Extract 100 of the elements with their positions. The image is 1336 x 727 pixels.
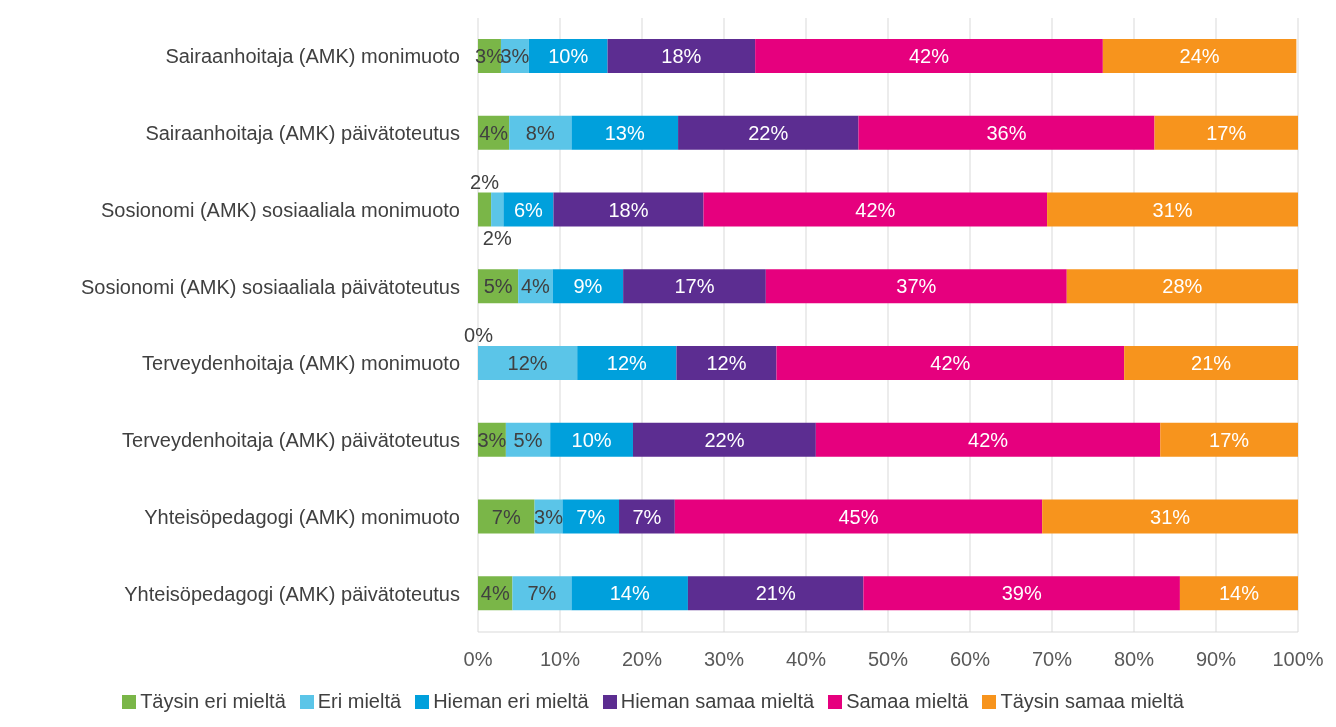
bar <box>619 499 675 534</box>
data-label: 4% <box>479 121 509 144</box>
data-label: 36% <box>986 121 1027 144</box>
bar <box>703 192 1048 227</box>
bar <box>571 576 688 611</box>
bar <box>552 269 624 304</box>
bar <box>1154 115 1298 150</box>
bar <box>1066 269 1298 304</box>
legend-label: Täysin eri mieltä <box>140 690 286 713</box>
data-label: 5% <box>513 428 543 451</box>
data-label: 14% <box>1218 582 1260 605</box>
data-label: 39% <box>1001 582 1042 605</box>
bar <box>577 346 677 380</box>
y-tick-label: Sosionomi (AMK) sosiaaliala päivätoteutus <box>80 275 460 298</box>
x-tick-label: 50% <box>867 648 909 671</box>
data-label: 45% <box>838 505 879 528</box>
bar <box>858 115 1155 150</box>
bar <box>678 115 859 150</box>
data-label: 4% <box>520 275 551 298</box>
data-label: 31% <box>1150 505 1191 528</box>
data-label: 17% <box>1206 121 1247 144</box>
data-label: 21% <box>1191 352 1232 374</box>
bar <box>1042 499 1298 534</box>
data-label: 21% <box>755 582 796 605</box>
x-tick-label: 90% <box>1195 648 1237 671</box>
data-label: 22% <box>748 121 789 144</box>
bar <box>478 499 535 534</box>
bar <box>755 39 1103 73</box>
y-tick-label: Sairaanhoitaja (AMK) monimuoto <box>165 45 460 68</box>
bar <box>478 192 492 227</box>
y-tick-label: Sairaanhoitaja (AMK) päivätoteutus <box>145 122 460 145</box>
bar <box>512 576 572 611</box>
y-tick-label: Sosionomi (AMK) sosiaaliala monimuoto <box>100 198 460 221</box>
data-label: 42% <box>930 352 971 374</box>
data-label: 3% <box>477 428 507 451</box>
bar <box>632 422 816 457</box>
data-label: 2% <box>482 226 512 249</box>
bar <box>562 499 620 534</box>
bar <box>623 269 766 304</box>
data-label: 22% <box>704 428 745 451</box>
y-tick-label: Yhteisöpedagogi (AMK) monimuoto <box>144 505 460 528</box>
data-label: 8% <box>525 121 555 144</box>
data-label: 14% <box>609 582 650 605</box>
data-label: 12% <box>706 352 747 374</box>
x-tick-label: 0% <box>463 648 493 671</box>
data-label: 3% <box>534 505 564 528</box>
data-label: 28% <box>1162 275 1203 298</box>
bar <box>491 192 504 227</box>
data-label: 2% <box>470 170 500 193</box>
bar <box>571 115 679 150</box>
data-label: 42% <box>855 198 896 221</box>
x-tick-label: 40% <box>785 648 827 671</box>
y-tick-label: Terveydenhoitaja (AMK) monimuoto <box>142 352 460 375</box>
legend-label: Samaa mieltä <box>846 690 969 713</box>
x-tick-label: 70% <box>1031 648 1073 671</box>
bar <box>765 269 1067 304</box>
bar <box>776 346 1125 380</box>
data-label: 18% <box>661 45 702 67</box>
data-label: 10% <box>548 45 589 67</box>
data-label: 17% <box>674 275 715 298</box>
x-tick-label: 10% <box>539 648 581 671</box>
bar <box>815 422 1161 457</box>
data-label: 0% <box>464 324 494 346</box>
bar <box>553 192 704 227</box>
data-label: 42% <box>968 428 1009 451</box>
data-label: 10% <box>571 428 612 451</box>
bar <box>478 346 578 380</box>
data-label: 7% <box>491 505 521 528</box>
x-tick-label: 80% <box>1113 648 1155 671</box>
data-label: 37% <box>896 275 937 298</box>
x-tick-label: 60% <box>949 648 991 671</box>
x-tick-label: 100% <box>1272 648 1324 671</box>
data-label: 4% <box>480 582 510 605</box>
y-tick-label: Yhteisöpedagogi (AMK) päivätoteutus <box>124 582 460 605</box>
bar <box>1102 39 1297 73</box>
bar <box>1047 192 1298 227</box>
bar <box>528 39 608 73</box>
data-label: 7% <box>632 505 662 528</box>
legend-label: Hieman samaa mieltä <box>620 690 815 713</box>
legend-label: Eri mieltä <box>317 690 402 713</box>
bar <box>550 422 633 457</box>
bar <box>1124 346 1298 380</box>
data-label: 18% <box>608 198 649 221</box>
data-label: 12% <box>507 352 548 374</box>
data-label: 6% <box>513 198 544 221</box>
y-tick-label: Terveydenhoitaja (AMK) päivätoteutus <box>122 429 460 452</box>
data-label: 5% <box>483 275 513 298</box>
bar <box>1179 576 1298 611</box>
data-label: 7% <box>527 582 557 605</box>
bar <box>676 346 777 380</box>
bar <box>1160 422 1298 457</box>
data-label: 24% <box>1179 45 1220 67</box>
legend-label: Täysin samaa mieltä <box>1000 690 1184 713</box>
x-tick-label: 30% <box>703 648 745 671</box>
data-label: 13% <box>604 121 646 144</box>
bar <box>687 576 864 611</box>
legend-label: Hieman eri mieltä <box>433 690 589 713</box>
data-label: 42% <box>908 45 950 67</box>
data-label: 7% <box>576 505 606 528</box>
data-label: 17% <box>1209 428 1250 451</box>
